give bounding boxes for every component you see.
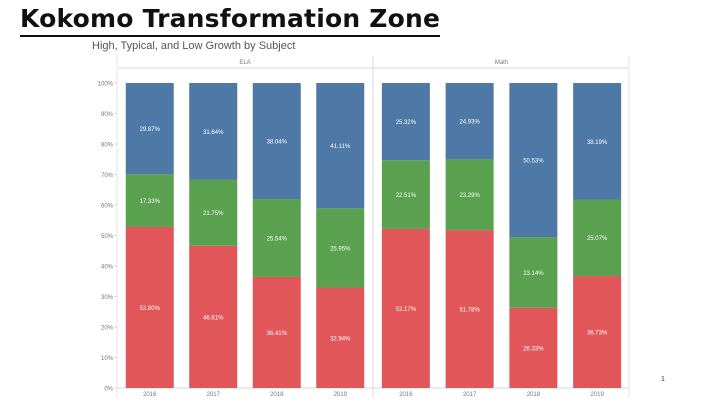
chart-title: High, Typical, and Low Growth by Subject [92, 40, 296, 52]
x-tick-label: 2019 [334, 392, 348, 398]
bar-segment [125, 174, 174, 227]
bar-segment [252, 276, 301, 388]
data-label: 25.07% [587, 236, 608, 242]
bar-segment [509, 83, 558, 238]
bar-segment [316, 287, 365, 388]
y-tick-label: 70% [101, 173, 114, 179]
data-label: 24.93% [459, 120, 480, 126]
bar-segment [381, 83, 430, 161]
bar-segment [125, 83, 174, 175]
bar-segment [189, 245, 238, 388]
bar-segment [573, 83, 622, 200]
data-label: 41.11% [330, 144, 351, 150]
x-tick-label: 2016 [399, 392, 413, 398]
y-tick-label: 0% [104, 387, 113, 393]
panel-header-ela: ELA [239, 60, 250, 66]
x-tick-label: 2016 [143, 392, 157, 398]
x-tick-label: 2019 [590, 392, 604, 398]
bar-segment [445, 83, 494, 160]
y-tick-label: 20% [101, 326, 114, 332]
data-label: 36.73% [587, 330, 608, 336]
bar-segment [381, 160, 430, 229]
data-label: 17.33% [140, 199, 161, 205]
bar-segment [125, 226, 174, 388]
bar-segment [316, 208, 365, 288]
data-label: 46.61% [203, 315, 224, 321]
data-label: 38.19% [587, 140, 608, 146]
bar-segment [509, 237, 558, 308]
y-tick-label: 90% [101, 112, 114, 118]
data-label: 23.14% [523, 271, 544, 277]
data-label: 36.41% [267, 331, 288, 337]
data-label: 26.33% [523, 346, 544, 352]
data-label: 22.51% [396, 193, 417, 199]
bar-segment [445, 230, 494, 388]
data-label: 51.78% [459, 308, 480, 314]
page-number: 1 [661, 376, 665, 383]
bar-segment [252, 199, 301, 277]
x-tick-label: 2017 [463, 392, 477, 398]
data-label: 31.64% [203, 130, 224, 136]
slide-title: Kokomo Transformation Zone [20, 4, 441, 37]
x-tick-label: 2017 [207, 392, 221, 398]
bar-segment [189, 179, 238, 246]
data-label: 25.32% [396, 120, 417, 126]
y-tick-label: 50% [101, 234, 114, 240]
bar-segment [573, 275, 622, 388]
data-label: 29.87% [140, 127, 161, 133]
data-label: 50.53% [523, 159, 544, 165]
y-tick-label: 30% [101, 295, 114, 301]
bar-segment [252, 83, 301, 200]
panel-header-math: Math [495, 60, 508, 66]
y-tick-label: 40% [101, 265, 114, 271]
y-tick-label: 80% [101, 143, 114, 149]
bar-segment [445, 159, 494, 231]
y-tick-label: 10% [101, 356, 114, 362]
data-label: 25.95% [330, 246, 351, 252]
bar-segment [189, 83, 238, 180]
bar-segment [316, 83, 365, 209]
data-label: 21.75% [203, 211, 224, 217]
data-label: 52.80% [140, 306, 161, 312]
y-tick-label: 60% [101, 204, 114, 210]
bar-segment [381, 228, 430, 388]
data-label: 52.17% [396, 307, 417, 313]
bar-segment [573, 199, 622, 276]
bar-segment [509, 307, 558, 388]
data-label: 38.04% [267, 140, 288, 146]
data-label: 23.29% [459, 193, 480, 199]
data-label: 25.54% [267, 237, 288, 243]
data-label: 32.94% [330, 336, 351, 342]
x-tick-label: 2018 [527, 392, 541, 398]
y-tick-label: 100% [98, 82, 114, 88]
x-tick-label: 2018 [270, 392, 284, 398]
